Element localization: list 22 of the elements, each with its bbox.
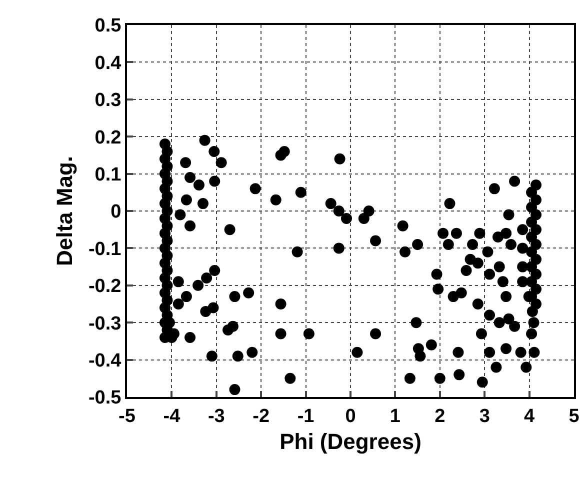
y-tick-label: -0.2 [88, 276, 122, 298]
y-tick-label: 0.3 [94, 90, 122, 112]
x-tick-label: 2 [434, 406, 446, 427]
x-tick-label: -3 [208, 406, 225, 427]
x-tick-label: -1 [297, 406, 315, 427]
y-tick-label: 0.4 [94, 52, 122, 74]
y-tick-label: 0.2 [94, 127, 122, 148]
x-axis-title: Phi (Degrees) [280, 429, 422, 454]
x-tick-label: -4 [163, 406, 181, 427]
y-axis-title: Delta Mag. [52, 156, 77, 266]
y-tick-label: -0.3 [88, 313, 122, 334]
y-tick-label: 0 [110, 202, 122, 223]
x-tick-label: 3 [479, 406, 490, 427]
x-tick-label: 0 [345, 406, 356, 427]
y-tick-label: -0.1 [88, 238, 122, 260]
x-tick-label: 4 [524, 406, 536, 427]
x-tick-label: 5 [568, 406, 580, 427]
x-tick-label: 1 [390, 406, 401, 427]
y-tick-label: 0.1 [94, 164, 122, 186]
y-tick-label: 0.5 [94, 16, 122, 37]
x-tick-label: -2 [252, 406, 270, 427]
y-tick-label: -0.4 [88, 350, 122, 372]
